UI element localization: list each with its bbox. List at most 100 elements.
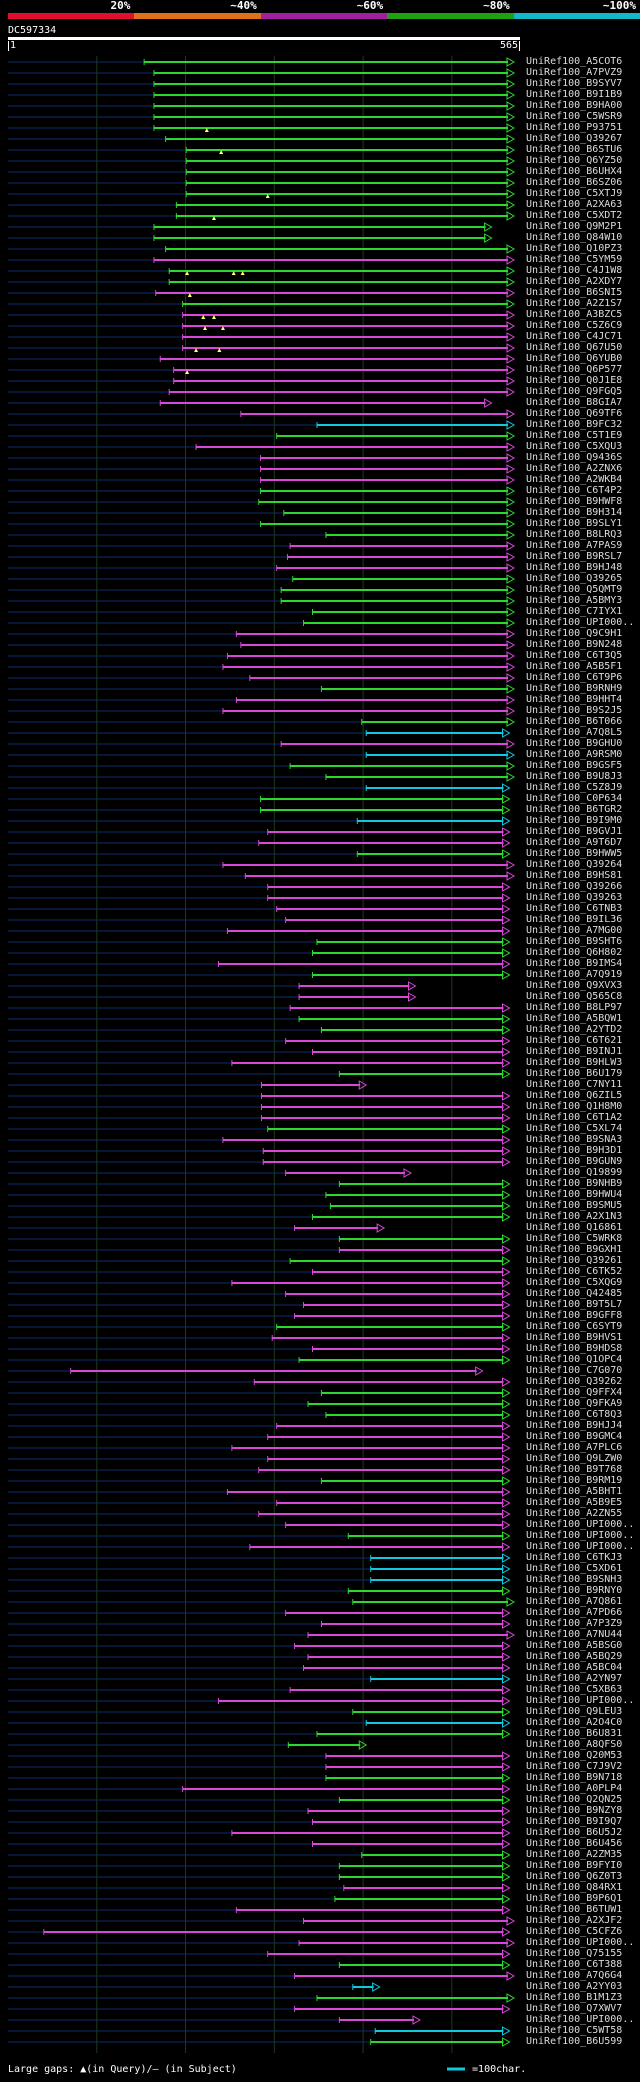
hit-label[interactable]: UniRef100_B9HLW3 <box>526 1057 623 1068</box>
hit-label[interactable]: UniRef100_Q9M2P1 <box>526 221 623 232</box>
hit-label[interactable]: UniRef100_A5BC04 <box>526 1662 623 1673</box>
hit-label[interactable]: UniRef100_A5B9E5 <box>526 1497 623 1508</box>
hit-label[interactable]: UniRef100_B9NZY8 <box>526 1805 623 1816</box>
hit-label[interactable]: UniRef100_C5XL74 <box>526 1123 623 1134</box>
hit-label[interactable]: UniRef100_C6SYT9 <box>526 1321 623 1332</box>
hit-label[interactable]: UniRef100_B9SNH3 <box>526 1574 623 1585</box>
hit-label[interactable]: UniRef100_Q2QN25 <box>526 1794 623 1805</box>
hit-label[interactable]: UniRef100_C7NY11 <box>526 1079 623 1090</box>
hit-label[interactable]: UniRef100_C6T3Q5 <box>526 650 623 661</box>
hit-label[interactable]: UniRef100_B9H3D1 <box>526 1145 623 1156</box>
hit-label[interactable]: UniRef100_A8QFS0 <box>526 1739 623 1750</box>
hit-label[interactable]: UniRef100_Q6P577 <box>526 364 623 375</box>
hit-label[interactable]: UniRef100_A2XJF2 <box>526 1915 623 1926</box>
hit-label[interactable]: UniRef100_Q16861 <box>526 1222 623 1233</box>
hit-label[interactable]: UniRef100_Q6YUB0 <box>526 353 623 364</box>
hit-label[interactable]: UniRef100_B9IMS4 <box>526 958 623 969</box>
hit-label[interactable]: UniRef100_Q7XWV7 <box>526 2003 623 2014</box>
hit-label[interactable]: UniRef100_A7PAS9 <box>526 540 623 551</box>
hit-label[interactable]: UniRef100_C5XTJ9 <box>526 188 623 199</box>
hit-label[interactable]: UniRef100_A5BQ29 <box>526 1651 623 1662</box>
hit-label[interactable]: UniRef100_B9GVJ1 <box>526 826 623 837</box>
hit-label[interactable]: UniRef100_A5COT6 <box>526 56 623 67</box>
hit-label[interactable]: UniRef100_Q39266 <box>526 881 623 892</box>
hit-label[interactable]: UniRef100_A2ZNX6 <box>526 463 623 474</box>
hit-label[interactable]: UniRef100_Q6Z0T3 <box>526 1871 623 1882</box>
hit-label[interactable]: UniRef100_Q84RX1 <box>526 1882 623 1893</box>
hit-label[interactable]: UniRef100_A9RSM0 <box>526 749 623 760</box>
hit-label[interactable]: UniRef100_A0PLP4 <box>526 1783 623 1794</box>
hit-label[interactable]: UniRef100_B6STU6 <box>526 144 623 155</box>
hit-label[interactable]: UniRef100_B9RNY0 <box>526 1585 623 1596</box>
hit-label[interactable]: UniRef100_B9GMC4 <box>526 1431 623 1442</box>
hit-label[interactable]: UniRef100_B9HWW5 <box>526 848 623 859</box>
hit-label[interactable]: UniRef100_Q39261 <box>526 1255 623 1266</box>
hit-label[interactable]: UniRef100_C5WT58 <box>526 2025 623 2036</box>
hit-label[interactable]: UniRef100_B1M1Z3 <box>526 1992 623 2003</box>
hit-label[interactable]: UniRef100_C6T621 <box>526 1035 623 1046</box>
hit-label[interactable]: UniRef100_A7PLC6 <box>526 1442 623 1453</box>
hit-label[interactable]: UniRef100_A3BZC5 <box>526 309 623 320</box>
hit-label[interactable]: UniRef100_B6U831 <box>526 1728 623 1739</box>
hit-label[interactable]: UniRef100_B9HVS1 <box>526 1332 623 1343</box>
hit-label[interactable]: UniRef100_C5YM59 <box>526 254 623 265</box>
hit-label[interactable]: UniRef100_C5XQG9 <box>526 1277 623 1288</box>
hit-label[interactable]: UniRef100_C5WSR9 <box>526 111 623 122</box>
hit-label[interactable]: UniRef100_Q39267 <box>526 133 623 144</box>
hit-label[interactable]: UniRef100_B9I9M0 <box>526 815 623 826</box>
hit-label[interactable]: UniRef100_UPI000.. <box>526 1530 635 1541</box>
hit-label[interactable]: UniRef100_A2XA63 <box>526 199 623 210</box>
hit-label[interactable]: UniRef100_B6SNI5 <box>526 287 623 298</box>
hit-label[interactable]: UniRef100_B9RM19 <box>526 1475 623 1486</box>
hit-label[interactable]: UniRef100_C5Z8J9 <box>526 782 623 793</box>
hit-label[interactable]: UniRef100_B9I9Q7 <box>526 1816 623 1827</box>
hit-label[interactable]: UniRef100_A2ZN55 <box>526 1508 623 1519</box>
hit-label[interactable]: UniRef100_C6TKJ3 <box>526 1552 623 1563</box>
hit-label[interactable]: UniRef100_B6U599 <box>526 2036 623 2047</box>
hit-label[interactable]: UniRef100_B9GFF8 <box>526 1310 623 1321</box>
hit-label[interactable]: UniRef100_B9N718 <box>526 1772 623 1783</box>
hit-label[interactable]: UniRef100_C5CFZ6 <box>526 1926 623 1937</box>
hit-label[interactable]: UniRef100_A7PVZ9 <box>526 67 623 78</box>
hit-label[interactable]: UniRef100_B8GIA7 <box>526 397 623 408</box>
hit-label[interactable]: UniRef100_C7J9V2 <box>526 1761 623 1772</box>
hit-label[interactable]: UniRef100_Q565C8 <box>526 991 623 1002</box>
hit-label[interactable]: UniRef100_C6T9P6 <box>526 672 623 683</box>
hit-label[interactable]: UniRef100_Q1H8M0 <box>526 1101 623 1112</box>
hit-label[interactable]: UniRef100_Q39263 <box>526 892 623 903</box>
hit-label[interactable]: UniRef100_C6T8Q3 <box>526 1409 623 1420</box>
hit-label[interactable]: UniRef100_B9GXH1 <box>526 1244 623 1255</box>
hit-label[interactable]: UniRef100_B9T768 <box>526 1464 623 1475</box>
hit-label[interactable]: UniRef100_A2YN97 <box>526 1673 623 1684</box>
hit-label[interactable]: UniRef100_B6U456 <box>526 1838 623 1849</box>
hit-label[interactable]: UniRef100_Q9FGQ5 <box>526 386 623 397</box>
hit-label[interactable]: UniRef100_B9HA00 <box>526 100 623 111</box>
hit-label[interactable]: UniRef100_B6UHX4 <box>526 166 623 177</box>
hit-label[interactable]: UniRef100_P93751 <box>526 122 623 133</box>
hit-label[interactable]: UniRef100_C5T1E9 <box>526 430 623 441</box>
hit-label[interactable]: UniRef100_A2WKB4 <box>526 474 623 485</box>
hit-label[interactable]: UniRef100_A7MG00 <box>526 925 623 936</box>
hit-label[interactable]: UniRef100_Q0J1E8 <box>526 375 623 386</box>
hit-label[interactable]: UniRef100_B6U179 <box>526 1068 623 1079</box>
hit-label[interactable]: UniRef100_B9GUN9 <box>526 1156 623 1167</box>
hit-label[interactable]: UniRef100_B9P6Q1 <box>526 1893 623 1904</box>
hit-label[interactable]: UniRef100_B9NHB9 <box>526 1178 623 1189</box>
hit-label[interactable]: UniRef100_B9HWU4 <box>526 1189 623 1200</box>
hit-label[interactable]: UniRef100_C5WRK8 <box>526 1233 623 1244</box>
hit-label[interactable]: UniRef100_A2XDY7 <box>526 276 623 287</box>
hit-label[interactable]: UniRef100_B9SMU5 <box>526 1200 623 1211</box>
hit-label[interactable]: UniRef100_C5XB63 <box>526 1684 623 1695</box>
hit-label[interactable]: UniRef100_Q6ZIL5 <box>526 1090 623 1101</box>
hit-label[interactable]: UniRef100_B6T066 <box>526 716 623 727</box>
hit-label[interactable]: UniRef100_A7NU44 <box>526 1629 623 1640</box>
hit-label[interactable]: UniRef100_B9SHT6 <box>526 936 623 947</box>
hit-label[interactable]: UniRef100_C5Z6C9 <box>526 320 623 331</box>
hit-label[interactable]: UniRef100_B9SLY1 <box>526 518 623 529</box>
hit-label[interactable]: UniRef100_B9RNH9 <box>526 683 623 694</box>
hit-label[interactable]: UniRef100_Q1OPC4 <box>526 1354 623 1365</box>
hit-label[interactable]: UniRef100_C4JC71 <box>526 331 623 342</box>
hit-label[interactable]: UniRef100_B9N248 <box>526 639 623 650</box>
hit-label[interactable]: UniRef100_C5XDT2 <box>526 210 623 221</box>
hit-label[interactable]: UniRef100_A9T6D7 <box>526 837 623 848</box>
